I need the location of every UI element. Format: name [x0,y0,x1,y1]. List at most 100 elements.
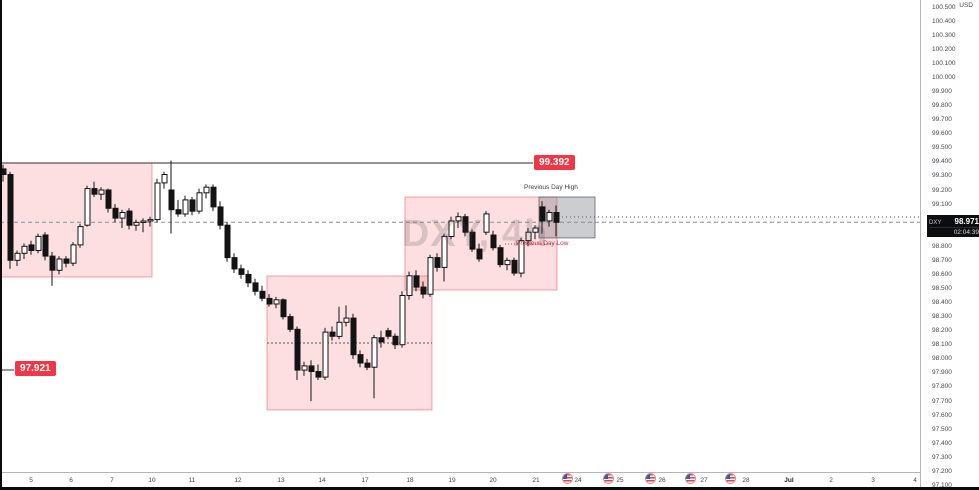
candle-body-down [378,337,385,343]
price-axis-label: 99.100 [932,200,952,208]
time-axis-label: 13 [277,477,285,484]
candle-body-up [84,188,91,226]
candle-body-up [35,235,42,251]
bottom-frame-edge [0,487,979,490]
us-flag-canton [603,474,608,479]
us-flag-canton [645,474,650,479]
price-axis[interactable]: USD 100.500 100.400 100.300 100.200 100.100 1… [920,0,979,490]
candle-body-up [14,252,21,261]
candle-body-down [224,224,231,259]
candle-body-up [532,227,539,233]
us-flag-canton [562,474,567,479]
price-level-label-high[interactable]: 99.392 [534,154,575,170]
candle-body-down [112,207,119,219]
price-axis-label: 100.300 [932,31,956,39]
candle-body-up [399,295,406,346]
candle-body-up [483,213,490,233]
price-axis-label: 97.800 [932,383,952,391]
candle-body-down [238,268,245,275]
candle-body-up [56,258,63,271]
candle-body-up [301,365,308,371]
left-frame-edge [0,0,2,490]
price-axis-label: 98.100 [932,341,952,349]
candle-body-up [518,240,525,274]
us-flag-icon[interactable] [562,474,572,483]
chart-surface[interactable]: DXY, 4h Previous Day High Previous Day L… [0,0,920,472]
time-axis-label: 21 [532,477,540,484]
price-tag-symbol: DXY [929,220,942,227]
candle-body-down [385,330,392,337]
price-axis-label: 100.100 [932,59,956,67]
candle-body-up [546,212,553,222]
candle-body-down [539,206,546,222]
candle-body-down [189,199,196,212]
price-level-label-low[interactable]: 97.921 [15,361,56,377]
candle-body-down [420,286,427,295]
currency-label: USD [959,2,973,9]
candle-body-up [196,192,203,212]
us-flag-icon[interactable] [725,474,735,483]
price-axis-label: 98.700 [932,256,952,264]
previous-day-low-label: Previous Day Low [516,240,569,247]
candle-body-up [343,317,350,323]
us-flag-icon[interactable] [645,474,655,483]
price-axis-label: 97.500 [932,425,952,433]
time-axis-label: 7 [110,477,114,484]
candle-body-down [245,273,252,284]
candle-body-up [406,275,413,296]
price-axis-label: 99.300 [932,172,952,180]
candlestick-chart-canvas[interactable] [0,0,920,472]
candle-body-up [147,219,154,222]
time-axis-label: 19 [448,477,456,484]
price-axis-label: 97.900 [932,369,952,377]
price-axis-label: 97.400 [932,439,952,447]
candle-body-up [182,199,189,215]
time-axis-label: 20 [489,477,497,484]
price-axis-label: 98.200 [932,327,952,335]
time-axis-label: 2 [829,477,833,484]
price-axis-label: 98.800 [932,242,952,250]
candle-body-down [476,248,483,260]
candle-body-up [455,216,462,222]
candle-body-down [511,259,518,274]
candle-body-down [315,371,322,378]
candle-body-down [497,247,504,266]
price-axis-label: 97.100 [932,481,952,489]
candle-body-up [154,182,161,221]
price-axis-label: 100.400 [932,17,956,25]
price-axis-label: 98.600 [932,270,952,278]
candle-body-down [252,282,259,292]
candle-body-down [350,317,357,356]
price-axis-label: 100.200 [932,45,956,53]
time-axis-label: 4 [913,477,917,484]
candle-body-down [266,297,273,305]
price-axis-label: 97.300 [932,453,952,461]
candle-body-down [469,231,476,250]
candle-body-down [231,257,238,270]
time-axis-label: 5 [29,477,33,484]
candle-body-up [21,245,28,254]
candle-body-up [98,189,105,195]
price-axis-label: 99.200 [932,186,952,194]
time-axis-label: 12 [234,477,242,484]
bar-countdown: 02:04:39 [929,227,979,236]
time-axis-label: 6 [69,477,73,484]
us-flag-icon[interactable] [603,474,613,483]
time-axis-label-month: Jul [784,477,794,484]
time-axis-label: 14 [318,477,326,484]
time-axis-label: 24 [574,477,582,484]
candle-body-down [28,244,35,251]
candle-body-up [77,226,84,246]
us-flag-icon[interactable] [685,474,695,483]
time-axis-label: 10 [148,477,156,484]
time-axis-label: 11 [188,477,196,484]
candle-body-up [70,244,77,264]
price-axis-label: 99.800 [932,102,952,110]
candle-body-down [357,354,364,364]
price-axis-label: 100.000 [932,73,956,81]
us-flag-canton [725,474,730,479]
price-axis-label: 97.600 [932,411,952,419]
price-axis-label: 99.700 [932,116,952,124]
candle-body-down [42,234,49,257]
candle-body-down [63,258,70,264]
